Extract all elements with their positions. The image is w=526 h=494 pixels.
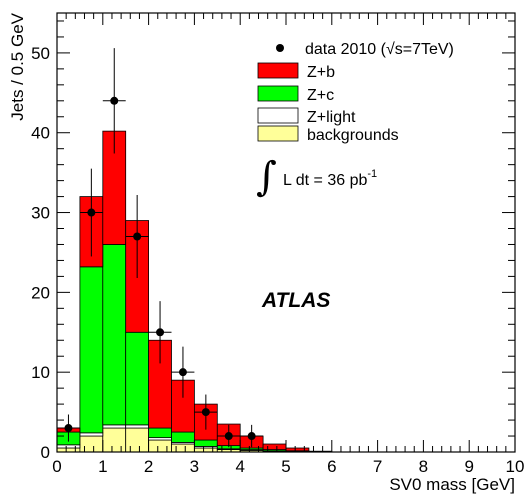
y-tick-label-20: 20	[31, 283, 50, 302]
atlas-label: ATLAS	[261, 289, 330, 312]
x-tick-label-9: 9	[464, 457, 473, 476]
bar-z-c-1	[79, 266, 104, 434]
y-tick-label-50: 50	[31, 44, 50, 63]
y-tick-label-40: 40	[31, 124, 50, 143]
integral-sign-icon: ∫	[256, 154, 277, 200]
data-point-6	[201, 408, 210, 417]
bar-z-c-3	[125, 331, 149, 426]
x-tick-label-5: 5	[281, 457, 290, 476]
x-tick-label-10: 10	[506, 457, 525, 476]
x-tick-label-7: 7	[373, 457, 382, 476]
bar-z-c-2	[102, 244, 127, 426]
data-point-4	[156, 328, 165, 337]
legend-label-zlight: Z+light	[307, 109, 356, 126]
x-tick-label-8: 8	[419, 457, 428, 476]
bar-backgrounds-3	[125, 427, 149, 453]
bar-z-light-3	[125, 424, 149, 429]
lumi-text: L dt = 36 pb	[283, 172, 367, 189]
bar-z-c-6	[193, 439, 218, 447]
x-tick-label-0: 0	[52, 457, 61, 476]
data-point-2	[110, 96, 119, 105]
data-point-0	[64, 424, 73, 433]
legend-entry-zb: Z+b	[257, 62, 335, 81]
legend-swatch-zlight	[257, 107, 299, 124]
legend-entry-data: data 2010 (√s=7TeV)	[276, 41, 454, 58]
bar-backgrounds-5	[171, 443, 195, 453]
legend: data 2010 (√s=7TeV) Z+b Z+c Z+light back…	[257, 41, 454, 144]
bar-backgrounds-1	[79, 435, 104, 453]
x-tick-label-1: 1	[98, 457, 107, 476]
x-axis-title: SV0 mass [GeV]	[389, 475, 515, 494]
data-points	[57, 48, 264, 448]
axis-ticks	[56, 13, 516, 453]
tick-labels: 0 1 2 3 4 5 6 7 8 9 10 0 10 20 30 40 50	[31, 44, 524, 476]
data-point-5	[178, 368, 187, 377]
data-point-1	[87, 208, 96, 217]
bar-z-light-0	[56, 444, 81, 449]
lumi-superscript: -1	[367, 168, 377, 180]
bar-z-c-4	[148, 427, 172, 439]
legend-swatch-zc	[257, 85, 299, 102]
bar-z-light-2	[102, 424, 127, 429]
legend-label-zb: Z+b	[307, 64, 335, 81]
bar-z-light-1	[79, 432, 104, 437]
legend-label-zc: Z+c	[307, 87, 334, 104]
bar-z-c-5	[171, 431, 195, 443]
bar-z-b-9	[262, 443, 287, 451]
legend-entry-zlight: Z+light	[257, 107, 356, 126]
data-point-3	[133, 232, 142, 241]
y-tick-label-10: 10	[31, 363, 50, 382]
x-tick-label-2: 2	[144, 457, 153, 476]
legend-label-data: data 2010 (√s=7TeV)	[305, 41, 454, 58]
data-point-8	[247, 432, 256, 441]
legend-swatch-backgrounds	[257, 125, 299, 142]
bar-backgrounds-4	[148, 439, 172, 453]
legend-entry-backgrounds: backgrounds	[257, 125, 399, 144]
x-tick-label-6: 6	[327, 457, 336, 476]
lumi-label: L dt = 36 pb-1	[283, 168, 377, 189]
bar-backgrounds-2	[102, 427, 127, 453]
data-point-7	[224, 432, 233, 441]
y-tick-label-0: 0	[41, 443, 50, 462]
y-tick-label-30: 30	[31, 204, 50, 223]
legend-label-backgrounds: backgrounds	[307, 127, 399, 144]
legend-data-marker	[276, 44, 284, 52]
legend-swatch-zb	[257, 62, 299, 79]
x-tick-label-3: 3	[190, 457, 199, 476]
y-axis-title: Jets / 0.5 GeV	[8, 12, 27, 120]
legend-entry-zc: Z+c	[257, 85, 334, 104]
bar-z-b-10	[285, 447, 310, 452]
x-tick-label-4: 4	[235, 457, 244, 476]
